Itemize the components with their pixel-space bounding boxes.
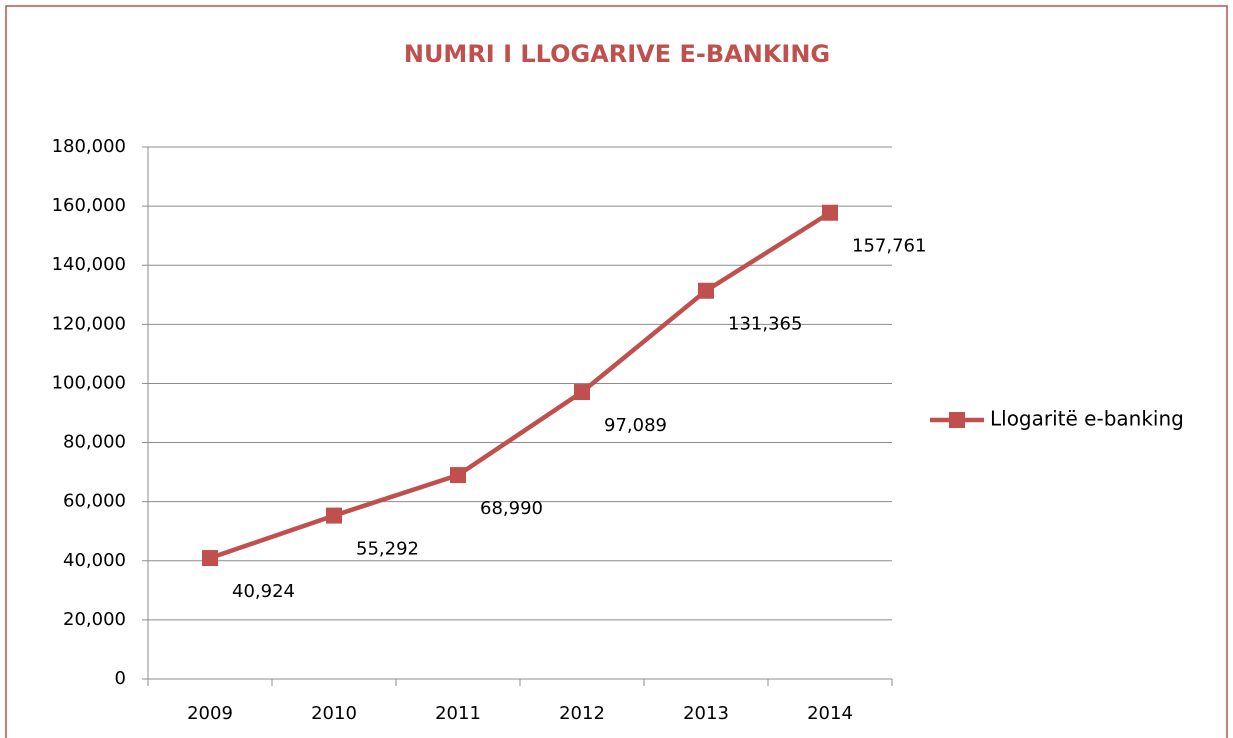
x-tick-label: 2010 — [311, 703, 357, 724]
y-tick-label: 180,000 — [52, 136, 126, 157]
x-tick-label: 2012 — [559, 703, 605, 724]
point-marker — [326, 507, 342, 524]
series-line — [209, 210, 832, 561]
point-marker — [574, 384, 590, 401]
y-tick-label: 20,000 — [63, 609, 126, 630]
point-marker — [202, 550, 218, 567]
data-label: 68,990 — [480, 498, 543, 519]
point-marker — [698, 282, 714, 299]
y-tick-label: 120,000 — [52, 313, 126, 334]
data-label: 131,365 — [728, 314, 802, 335]
x-tick-label: 2014 — [807, 703, 853, 724]
chart-title: NUMRI I LLOGARIVE E-BANKING — [404, 40, 830, 68]
y-tick-label: 160,000 — [52, 195, 126, 216]
y-tick-label: 60,000 — [63, 491, 126, 512]
legend-label: Llogaritë e-banking — [990, 407, 1184, 431]
x-tick-label: 2009 — [187, 703, 233, 724]
legend-marker — [949, 412, 965, 428]
data-label: 157,761 — [852, 236, 926, 257]
x-tick-label: 2011 — [435, 703, 481, 724]
y-tick-label: 0 — [115, 668, 126, 689]
data-label: 55,292 — [356, 539, 419, 560]
y-tick-label: 80,000 — [63, 432, 126, 453]
y-tick-label: 100,000 — [52, 372, 126, 393]
x-tick-label: 2013 — [683, 703, 729, 724]
point-marker — [450, 467, 466, 484]
y-tick-label: 140,000 — [52, 254, 126, 275]
y-tick-label: 40,000 — [63, 550, 126, 571]
point-marker — [822, 204, 838, 221]
data-label: 97,089 — [604, 415, 667, 436]
chart-frame — [5, 5, 1228, 738]
data-label: 40,924 — [232, 581, 295, 602]
